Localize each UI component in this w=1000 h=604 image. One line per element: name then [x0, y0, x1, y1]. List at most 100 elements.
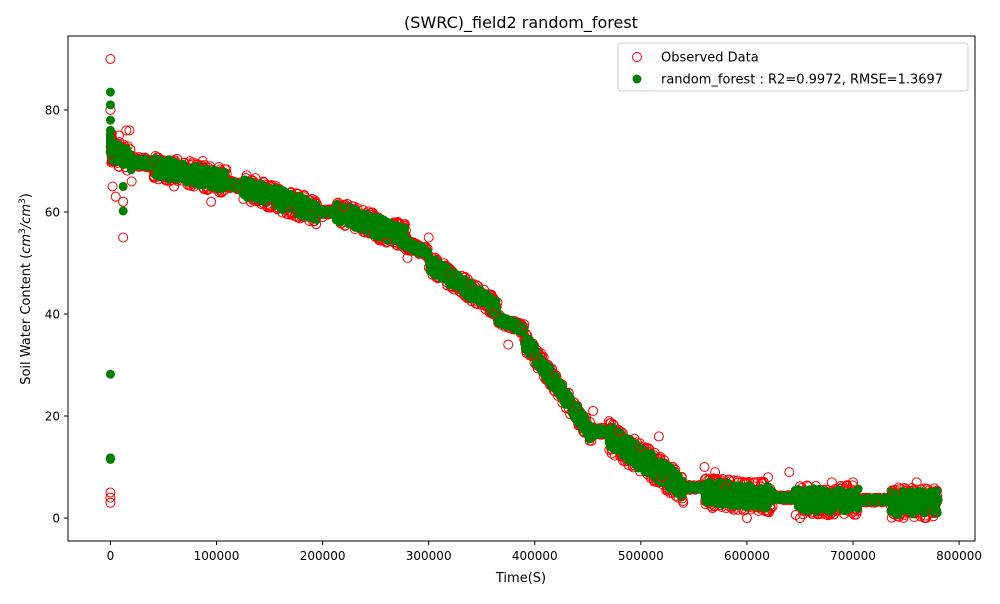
predicted-point [466, 278, 476, 288]
predicted-point [275, 197, 285, 207]
observed-point [126, 176, 137, 187]
predicted-point [869, 493, 879, 503]
predicted-point [827, 493, 837, 503]
y-tick-label: 60 [45, 205, 60, 219]
predicted-point [388, 231, 398, 241]
predicted-point [105, 136, 115, 146]
y-tick-label: 40 [45, 308, 60, 322]
y-axis: 0 20 40 60 80 [45, 103, 68, 526]
observed-point [169, 181, 180, 192]
predicted-point [670, 481, 680, 491]
observed-point [118, 232, 129, 243]
predicted-point [721, 498, 731, 508]
y-tick-label: 80 [45, 103, 60, 117]
predicted-point [626, 447, 636, 457]
observed-point [285, 206, 296, 217]
predicted-point [933, 493, 943, 503]
predicted-point [645, 451, 655, 461]
predicted-point [215, 170, 225, 180]
observed-point [741, 513, 752, 524]
predicted-point [339, 212, 349, 222]
predicted-point [615, 442, 625, 452]
predicted-point [853, 484, 863, 494]
observed-point [604, 416, 615, 427]
legend-predicted-marker [632, 74, 642, 84]
predicted-point [763, 493, 773, 503]
x-tick-label: 300000 [406, 549, 452, 563]
observed-point [197, 155, 208, 166]
predicted-point [886, 506, 896, 516]
predicted-point [664, 473, 674, 483]
x-tick-label: 200000 [300, 549, 346, 563]
predicted-point [572, 401, 582, 411]
predicted-point [116, 146, 126, 156]
predicted-point [771, 493, 781, 503]
predicted-point [520, 343, 530, 353]
predicted-point [932, 486, 942, 496]
predicted-data-cloud [105, 131, 943, 519]
observed-point [763, 472, 774, 483]
observed-point [338, 201, 349, 212]
predicted-point [262, 186, 272, 196]
predicted-point [487, 299, 497, 309]
observed-point [653, 431, 664, 442]
predicted-point [572, 408, 582, 418]
predicted-point [509, 319, 519, 329]
x-tick-label: 800000 [936, 549, 982, 563]
predicted-point [385, 218, 395, 228]
legend-box [617, 42, 969, 92]
predicted-point [242, 192, 252, 202]
predicted-point [402, 238, 412, 248]
predicted-point [233, 181, 243, 191]
x-tick-label: 400000 [512, 549, 558, 563]
observed-point [110, 191, 121, 202]
predicted-point [169, 171, 179, 181]
predicted-point [318, 207, 328, 217]
predicted-point [105, 369, 115, 379]
predicted-point [604, 433, 614, 443]
predicted-point [551, 375, 561, 385]
observed-point [264, 201, 275, 212]
legend: Observed Data random_forest : R2=0.9972,… [617, 42, 969, 92]
predicted-point [242, 182, 252, 192]
observed-point [206, 196, 217, 207]
observed-point [614, 426, 625, 437]
predicted-point [673, 471, 683, 481]
legend-observed-label: Observed Data [661, 51, 759, 66]
predicted-point [105, 100, 115, 110]
predicted-point [105, 454, 115, 464]
observed-point [105, 487, 116, 498]
predicted-point [151, 170, 161, 180]
predicted-point [424, 253, 434, 263]
observed-point [699, 462, 710, 473]
observed-point [107, 181, 118, 192]
predicted-point [712, 493, 722, 503]
predicted-point [524, 335, 534, 345]
observed-point [794, 513, 805, 524]
predicted-point [105, 115, 115, 125]
observed-point [124, 125, 135, 136]
observed-point [113, 130, 124, 141]
observed-point [423, 232, 434, 243]
predicted-point [806, 493, 816, 503]
observed-point [402, 252, 413, 263]
predicted-point [593, 426, 603, 436]
predicted-point [159, 163, 169, 173]
predicted-point [848, 493, 858, 503]
predicted-point [890, 493, 900, 503]
predicted-point [118, 206, 128, 216]
predicted-point [814, 497, 824, 507]
predicted-point [296, 202, 306, 212]
plot-frame [67, 35, 976, 542]
predicted-point [198, 176, 208, 186]
predicted-point [499, 319, 509, 329]
predicted-point [804, 504, 814, 514]
y-tick-label: 0 [52, 512, 60, 526]
predicted-point [840, 506, 850, 516]
predicted-point [434, 267, 444, 277]
predicted-point [190, 176, 200, 186]
predicted-data-points [105, 87, 941, 513]
observed-point [848, 477, 859, 488]
predicted-point [381, 227, 391, 237]
